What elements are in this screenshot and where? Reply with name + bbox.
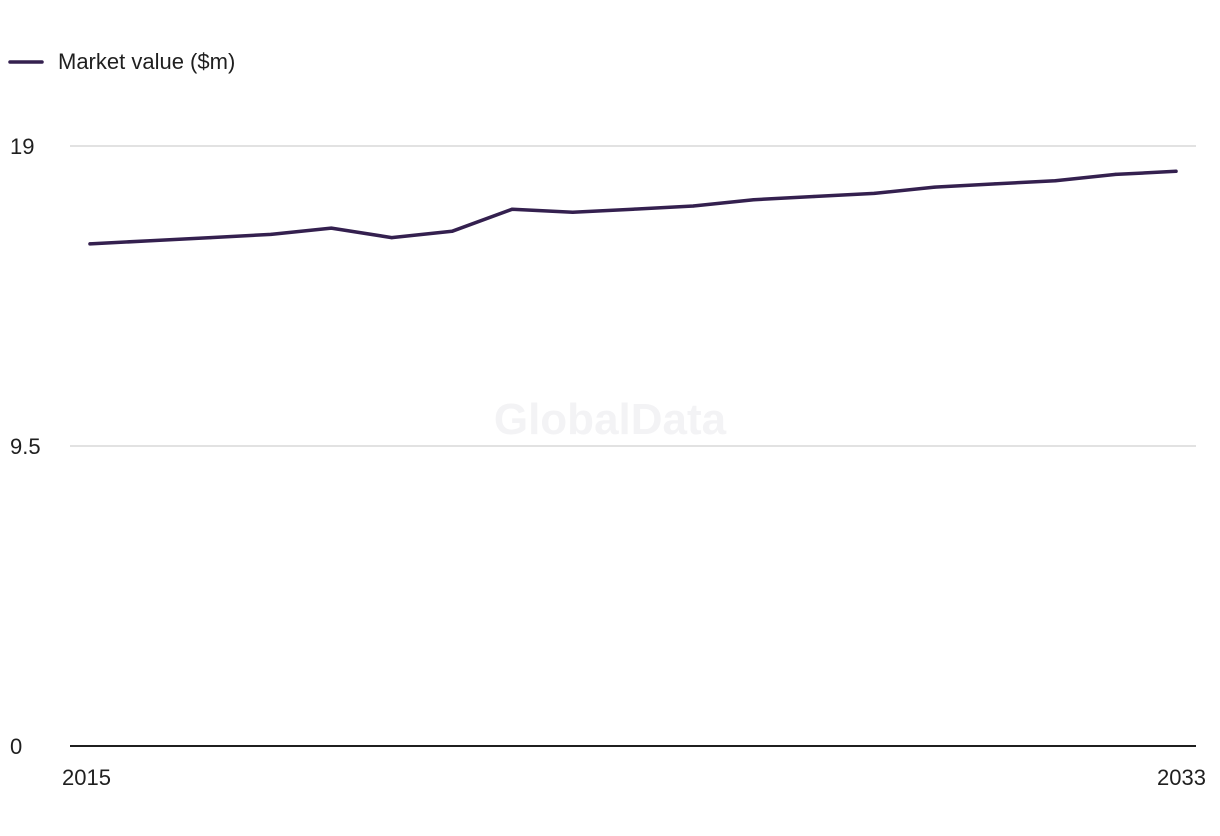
data-point	[631, 207, 635, 211]
data-point	[872, 191, 876, 195]
legend: Market value ($m)	[8, 49, 235, 74]
data-point	[571, 210, 575, 214]
data-point	[1053, 179, 1057, 183]
data-point	[1114, 172, 1118, 176]
legend-label-market-value: Market value ($m)	[58, 49, 235, 74]
data-point	[450, 229, 454, 233]
y-tick-label: 9.5	[10, 434, 41, 459]
data-point	[148, 239, 152, 243]
data-point	[329, 226, 333, 230]
watermark: GlobalData	[494, 395, 727, 444]
data-point	[812, 194, 816, 199]
data-point	[88, 242, 92, 246]
y-tick-label: 19	[10, 134, 34, 159]
y-tick-label: 0	[10, 734, 22, 759]
data-point	[269, 232, 273, 236]
data-point	[1174, 169, 1178, 173]
x-axis-ticks: 2015 2033	[62, 765, 1206, 790]
data-point	[993, 182, 997, 186]
data-point	[752, 198, 756, 202]
y-axis-ticks: 0 9.5 19	[10, 134, 41, 759]
data-point	[933, 185, 937, 189]
data-point	[390, 236, 394, 240]
points-layer	[88, 169, 1178, 246]
x-tick-label: 2033	[1157, 765, 1206, 790]
data-point	[510, 207, 514, 211]
data-point	[691, 204, 695, 208]
grid	[70, 145, 1196, 747]
data-point	[209, 236, 213, 240]
x-tick-label: 2015	[62, 765, 111, 790]
